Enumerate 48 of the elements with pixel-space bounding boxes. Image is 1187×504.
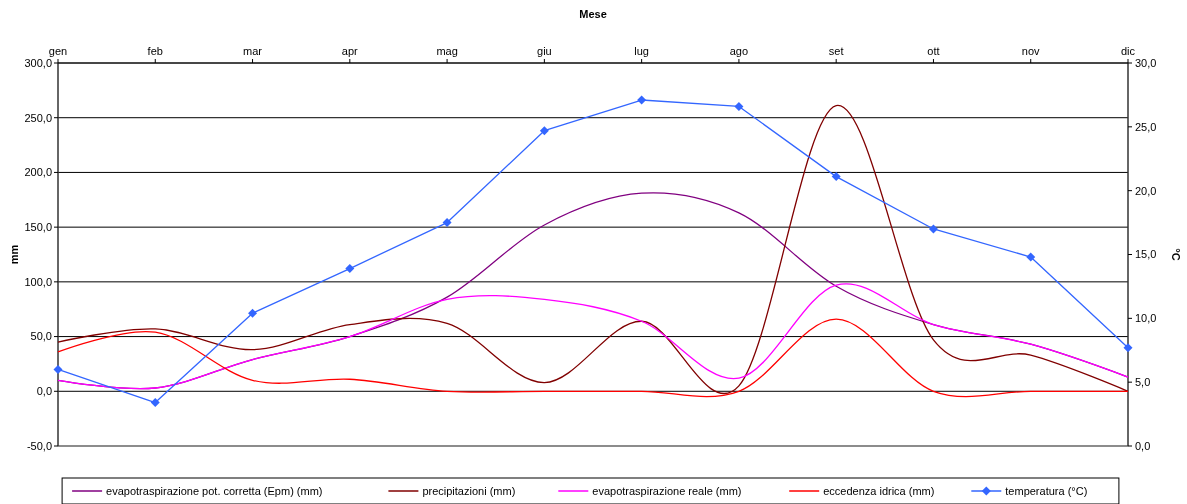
y-axis-title: mm bbox=[8, 244, 20, 265]
point bbox=[831, 172, 841, 182]
line-series bbox=[57, 283, 1129, 390]
y-tick-label: 200,0 bbox=[24, 166, 52, 179]
y2-tick-label: 30,0 bbox=[1135, 56, 1157, 69]
point bbox=[53, 364, 63, 374]
y-tick-label: -50,0 bbox=[26, 439, 52, 452]
y-tick-label: 300,0 bbox=[24, 56, 52, 69]
legend-label: evapotraspirazione reale (mm) bbox=[592, 484, 742, 497]
point bbox=[928, 224, 938, 234]
point bbox=[637, 95, 647, 105]
x-tick-label: lug bbox=[634, 45, 649, 57]
y-tick-label: 50,0 bbox=[30, 330, 52, 343]
point bbox=[1123, 343, 1133, 353]
x-tick-label: apr bbox=[341, 45, 359, 57]
point bbox=[539, 126, 549, 136]
y-tick-label: 150,0 bbox=[24, 220, 52, 233]
point bbox=[150, 398, 160, 408]
legend-label: evapotraspirazione pot. corretta (Epm) (mm) bbox=[106, 484, 323, 497]
y-tick-label: 250,0 bbox=[24, 111, 52, 124]
x-tick-label: mag bbox=[436, 45, 458, 57]
x-axis-title: Mese bbox=[579, 8, 607, 20]
point bbox=[1026, 252, 1036, 262]
y2-tick-label: 25,0 bbox=[1135, 120, 1157, 133]
legend-label: eccedenza idrica (mm) bbox=[823, 484, 935, 497]
y-tick-label: 0,0 bbox=[36, 385, 52, 398]
legend-label: precipitazioni (mm) bbox=[422, 484, 516, 497]
x-tick-label: mar bbox=[243, 45, 263, 57]
x-tick-label: nov bbox=[1021, 45, 1041, 57]
y2-axis-title: °C bbox=[1170, 248, 1182, 261]
x-tick-label: ott bbox=[927, 45, 940, 57]
y2-tick-label: 5,0 bbox=[1135, 376, 1151, 389]
point bbox=[734, 101, 744, 111]
point bbox=[345, 264, 355, 274]
y2-tick-label: 10,0 bbox=[1135, 312, 1157, 325]
y-tick-label: 100,0 bbox=[24, 275, 52, 288]
point bbox=[248, 308, 258, 318]
legend-label: temperatura (°C) bbox=[1005, 484, 1088, 497]
y2-tick-label: 20,0 bbox=[1135, 184, 1157, 197]
x-tick-label: giu bbox=[537, 45, 552, 57]
point bbox=[442, 218, 452, 228]
x-tick-label: set bbox=[828, 45, 844, 57]
x-tick-label: dic bbox=[1120, 45, 1136, 57]
x-tick-label: gen bbox=[48, 45, 68, 57]
y2-tick-label: 0,0 bbox=[1135, 439, 1151, 452]
x-tick-label: ago bbox=[729, 45, 749, 57]
y2-tick-label: 15,0 bbox=[1135, 248, 1157, 261]
x-tick-label: feb bbox=[147, 45, 163, 57]
